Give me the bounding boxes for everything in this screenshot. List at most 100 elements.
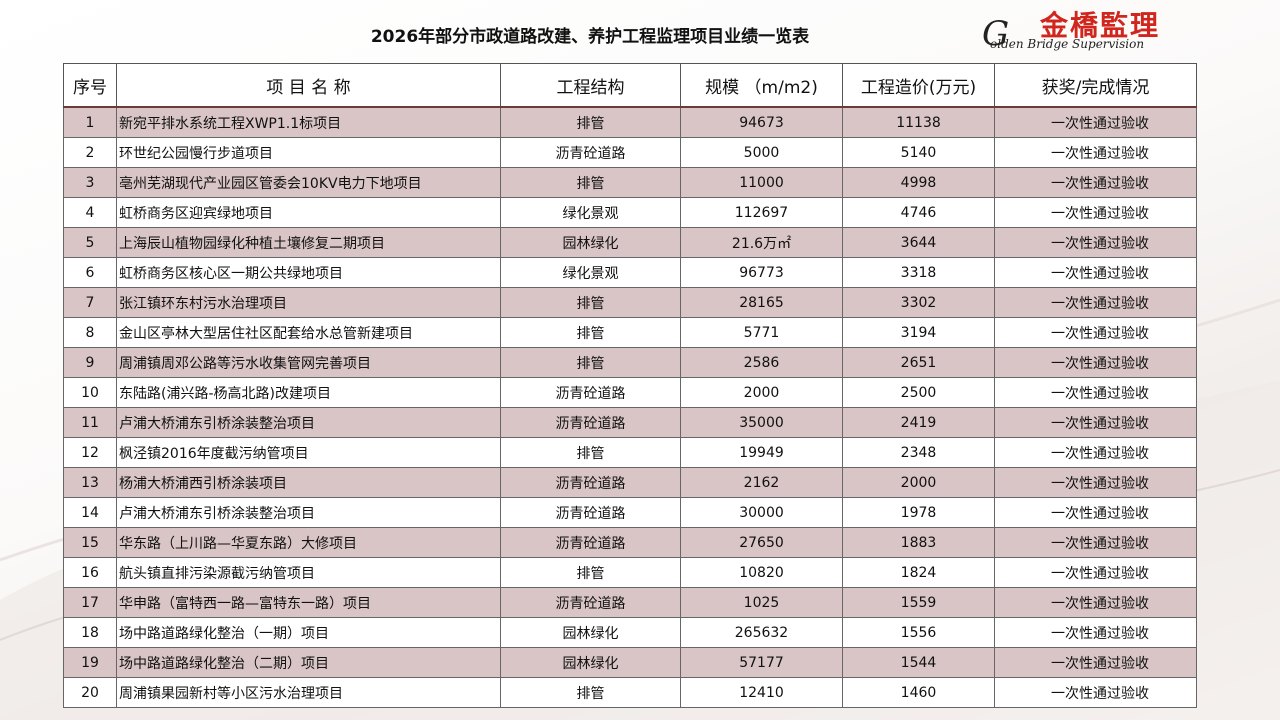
cell-name: 虹桥商务区核心区一期公共绿地项目 bbox=[116, 257, 501, 288]
cell-structure: 园林绿化 bbox=[500, 227, 681, 258]
column-header-cost: 工程造价(万元) bbox=[842, 63, 995, 108]
cell-name: 金山区亭林大型居住社区配套给水总管新建项目 bbox=[116, 317, 501, 348]
cell-status: 一次性通过验收 bbox=[994, 106, 1197, 138]
cell-name: 航头镇直排污染源截污纳管项目 bbox=[116, 557, 501, 588]
table-row: 6 虹桥商务区核心区一期公共绿地项目 绿化景观 96773 3318 一次性通过验收 bbox=[63, 257, 1197, 288]
cell-scale: 2162 bbox=[680, 467, 843, 498]
cell-no: 9 bbox=[63, 347, 117, 378]
cell-no: 2 bbox=[63, 137, 117, 168]
cell-structure: 沥青砼道路 bbox=[500, 407, 681, 438]
cell-scale: 19949 bbox=[680, 437, 843, 468]
cell-scale: 5771 bbox=[680, 317, 843, 348]
table-row: 19 场中路道路绿化整治（二期）项目 园林绿化 57177 1544 一次性通过验收 bbox=[63, 647, 1197, 678]
cell-scale: 11000 bbox=[680, 167, 843, 198]
table-row: 16 航头镇直排污染源截污纳管项目 排管 10820 1824 一次性通过验收 bbox=[63, 557, 1197, 588]
cell-scale: 35000 bbox=[680, 407, 843, 438]
cell-status: 一次性通过验收 bbox=[994, 497, 1197, 528]
cell-name: 枫泾镇2016年度截污纳管项目 bbox=[116, 437, 501, 468]
cell-scale: 57177 bbox=[680, 647, 843, 678]
table-row: 8 金山区亭林大型居住社区配套给水总管新建项目 排管 5771 3194 一次性通过验收 bbox=[63, 317, 1197, 348]
cell-name: 东陆路(浦兴路-杨高北路)改建项目 bbox=[116, 377, 501, 408]
cell-status: 一次性通过验收 bbox=[994, 137, 1197, 168]
cell-name: 周浦镇果园新村等小区污水治理项目 bbox=[116, 677, 501, 708]
projects-table: 序号 项 目 名 称 工程结构 规模 （m/m2) 工程造价(万元) 获奖/完成… bbox=[63, 63, 1197, 708]
cell-no: 12 bbox=[63, 437, 117, 468]
cell-cost: 2000 bbox=[842, 467, 995, 498]
table-row: 14 卢浦大桥浦东引桥涂装整治项目 沥青砼道路 30000 1978 一次性通过验收 bbox=[63, 497, 1197, 528]
logo-chinese-name: 金橋監理 bbox=[1040, 9, 1161, 42]
logo-initial: G bbox=[982, 14, 1010, 54]
cell-structure: 排管 bbox=[500, 347, 681, 378]
cell-structure: 排管 bbox=[500, 287, 681, 318]
cell-cost: 1883 bbox=[842, 527, 995, 558]
cell-no: 3 bbox=[63, 167, 117, 198]
cell-name: 华东路（上川路—华夏东路）大修项目 bbox=[116, 527, 501, 558]
cell-name: 虹桥商务区迎宾绿地项目 bbox=[116, 197, 501, 228]
cell-scale: 12410 bbox=[680, 677, 843, 708]
table-row: 10 东陆路(浦兴路-杨高北路)改建项目 沥青砼道路 2000 2500 一次性通过验收 bbox=[63, 377, 1197, 408]
cell-cost: 1556 bbox=[842, 617, 995, 648]
cell-cost: 1460 bbox=[842, 677, 995, 708]
cell-no: 7 bbox=[63, 287, 117, 318]
cell-cost: 3644 bbox=[842, 227, 995, 258]
cell-structure: 沥青砼道路 bbox=[500, 377, 681, 408]
table-row: 7 张江镇环东村污水治理项目 排管 28165 3302 一次性通过验收 bbox=[63, 287, 1197, 318]
table-body: 1 新宛平排水系统工程XWP1.1标项目 排管 94673 11138 一次性通过验收 2 环… bbox=[63, 106, 1197, 708]
table-row: 9 周浦镇周邓公路等污水收集管网完善项目 排管 2586 2651 一次性通过验收 bbox=[63, 347, 1197, 378]
cell-name: 卢浦大桥浦东引桥涂装整治项目 bbox=[116, 407, 501, 438]
cell-cost: 11138 bbox=[842, 106, 995, 138]
cell-status: 一次性通过验收 bbox=[994, 227, 1197, 258]
company-logo: G 金橋監理 olden Bridge Supervision bbox=[982, 4, 1202, 60]
cell-status: 一次性通过验收 bbox=[994, 467, 1197, 498]
cell-structure: 排管 bbox=[500, 167, 681, 198]
cell-no: 15 bbox=[63, 527, 117, 558]
cell-structure: 绿化景观 bbox=[500, 257, 681, 288]
column-header-structure: 工程结构 bbox=[500, 63, 681, 108]
cell-name: 卢浦大桥浦东引桥涂装整治项目 bbox=[116, 497, 501, 528]
cell-name: 张江镇环东村污水治理项目 bbox=[116, 287, 501, 318]
table-row: 2 环世纪公园慢行步道项目 沥青砼道路 5000 5140 一次性通过验收 bbox=[63, 137, 1197, 168]
cell-scale: 265632 bbox=[680, 617, 843, 648]
table-row: 4 虹桥商务区迎宾绿地项目 绿化景观 112697 4746 一次性通过验收 bbox=[63, 197, 1197, 228]
cell-status: 一次性通过验收 bbox=[994, 377, 1197, 408]
cell-structure: 园林绿化 bbox=[500, 617, 681, 648]
cell-no: 16 bbox=[63, 557, 117, 588]
table-row: 17 华申路（富特西一路—富特东一路）项目 沥青砼道路 1025 1559 一次性通过验收 bbox=[63, 587, 1197, 618]
logo-english-name: olden Bridge Supervision bbox=[990, 37, 1145, 51]
cell-cost: 3318 bbox=[842, 257, 995, 288]
cell-cost: 2348 bbox=[842, 437, 995, 468]
cell-name: 场中路道路绿化整治（一期）项目 bbox=[116, 617, 501, 648]
cell-status: 一次性通过验收 bbox=[994, 257, 1197, 288]
cell-status: 一次性通过验收 bbox=[994, 617, 1197, 648]
cell-structure: 排管 bbox=[500, 317, 681, 348]
cell-scale: 94673 bbox=[680, 106, 843, 138]
cell-no: 1 bbox=[63, 106, 117, 138]
cell-scale: 28165 bbox=[680, 287, 843, 318]
cell-status: 一次性通过验收 bbox=[994, 167, 1197, 198]
table-row: 11 卢浦大桥浦东引桥涂装整治项目 沥青砼道路 35000 2419 一次性通过验收 bbox=[63, 407, 1197, 438]
cell-status: 一次性通过验收 bbox=[994, 317, 1197, 348]
cell-cost: 2500 bbox=[842, 377, 995, 408]
table-row: 20 周浦镇果园新村等小区污水治理项目 排管 12410 1460 一次性通过验收 bbox=[63, 677, 1197, 708]
cell-structure: 沥青砼道路 bbox=[500, 527, 681, 558]
cell-cost: 1559 bbox=[842, 587, 995, 618]
page-title: 2026年部分市政道路改建、养护工程监理项目业绩一览表 bbox=[370, 27, 810, 47]
cell-name: 上海辰山植物园绿化种植土壤修复二期项目 bbox=[116, 227, 501, 258]
cell-status: 一次性通过验收 bbox=[994, 287, 1197, 318]
cell-scale: 5000 bbox=[680, 137, 843, 168]
cell-structure: 沥青砼道路 bbox=[500, 587, 681, 618]
cell-cost: 4746 bbox=[842, 197, 995, 228]
cell-structure: 园林绿化 bbox=[500, 647, 681, 678]
cell-cost: 5140 bbox=[842, 137, 995, 168]
cell-scale: 27650 bbox=[680, 527, 843, 558]
cell-status: 一次性通过验收 bbox=[994, 677, 1197, 708]
cell-status: 一次性通过验收 bbox=[994, 347, 1197, 378]
cell-structure: 排管 bbox=[500, 106, 681, 138]
table-row: 1 新宛平排水系统工程XWP1.1标项目 排管 94673 11138 一次性通过验收 bbox=[63, 106, 1197, 138]
cell-structure: 沥青砼道路 bbox=[500, 497, 681, 528]
cell-cost: 2419 bbox=[842, 407, 995, 438]
cell-no: 14 bbox=[63, 497, 117, 528]
table-row: 18 场中路道路绿化整治（一期）项目 园林绿化 265632 1556 一次性通过验收 bbox=[63, 617, 1197, 648]
cell-cost: 3302 bbox=[842, 287, 995, 318]
cell-no: 10 bbox=[63, 377, 117, 408]
